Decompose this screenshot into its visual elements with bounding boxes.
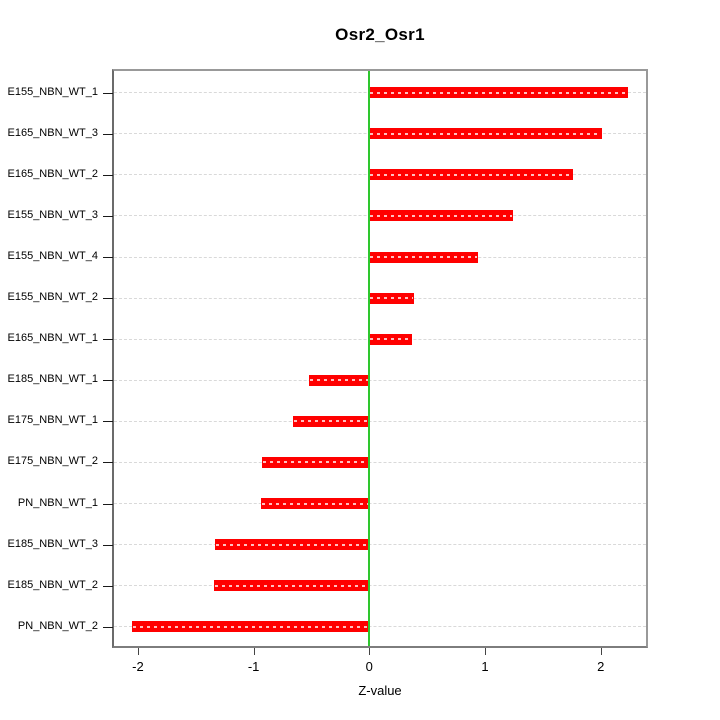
bar [369,169,573,181]
bar-dash-line [370,173,572,176]
x-tick [253,648,255,655]
grid-line [114,461,646,463]
bar-dash-line [370,297,414,300]
y-tick [103,421,113,423]
bar-dash-line [370,132,601,135]
x-axis-title: Z-value [358,683,402,698]
plot-frame [112,69,648,648]
x-tick [485,648,486,655]
x-tick-label: 2 [597,659,605,674]
x-tick-label: -2 [132,659,144,674]
y-tick [103,257,113,259]
bar [369,292,415,304]
y-axis-label: E155_NBN_WT_4 [7,250,99,263]
chart-title: Osr2_Osr1 [335,25,425,44]
y-tick [103,626,113,628]
x-tick-label: 1 [481,659,489,674]
y-axis-label: PN_NBN_WT_1 [17,496,98,509]
y-axis-label: E185_NBN_WT_2 [7,578,99,591]
grid-line [114,626,646,628]
y-axis-label: E185_NBN_WT_3 [7,537,99,550]
bar-dash-line [310,379,369,382]
y-axis-label: PN_NBN_WT_2 [17,619,98,632]
x-tick [137,648,139,655]
y-axis-label: E155_NBN_WT_1 [7,85,99,98]
grid-line [114,503,646,504]
grid-line [114,379,646,381]
y-tick [103,503,113,505]
bar-dash-line [215,584,369,587]
y-tick [103,544,113,546]
y-tick [103,298,113,300]
bar [369,210,513,222]
x-tick [369,648,371,655]
y-tick [103,174,113,176]
x-tick [600,648,602,655]
bar-dash-line [216,543,369,546]
bar [369,333,413,345]
y-axis-label: E155_NBN_WT_3 [7,208,99,221]
bar [260,498,370,509]
bar [369,87,629,99]
grid-line [114,420,646,422]
bar-dash-line [262,461,369,464]
y-tick [103,92,113,94]
y-tick [103,133,113,135]
bar-dash-line [261,502,369,505]
x-tick-label: -1 [247,659,260,674]
bar-dash-line [370,214,512,217]
bar [309,374,370,386]
bar [215,539,370,551]
grid-line [114,585,646,587]
y-tick [103,585,113,587]
bar [214,580,370,592]
bar-dash-line [370,338,412,341]
bar [369,128,602,140]
y-axis-label: E165_NBN_WT_1 [7,332,99,345]
y-tick [103,215,113,217]
bar [292,415,370,427]
x-tick-label: 0 [365,659,373,674]
zero-reference-line [368,71,371,646]
bar [369,251,479,263]
bar-dash-line [293,420,369,423]
y-axis-label: E185_NBN_WT_1 [7,373,99,386]
bar-dash-line [370,256,478,259]
grid-line [114,544,646,546]
y-axis-label: E165_NBN_WT_2 [7,167,99,180]
bar-dash-line [370,91,628,94]
y-axis-label: E155_NBN_WT_2 [7,291,99,304]
bar [132,621,370,633]
y-axis-label: E175_NBN_WT_2 [7,455,99,468]
y-tick [103,380,113,382]
y-tick [103,339,113,341]
y-axis-label: E165_NBN_WT_3 [7,126,99,139]
bar-dash-line [133,625,369,628]
bar [261,456,370,468]
y-tick [103,462,113,464]
y-axis-label: E175_NBN_WT_1 [7,414,99,427]
